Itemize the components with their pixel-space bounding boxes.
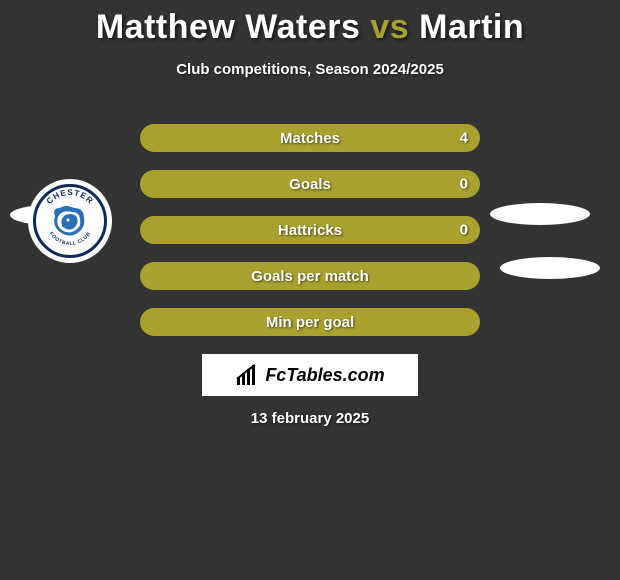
date-text: 13 february 2025	[0, 410, 620, 427]
brand-chart-icon	[235, 363, 259, 387]
stat-row: Hattricks 0	[140, 216, 480, 244]
stat-row: Matches 4	[140, 124, 480, 152]
oval-right-2	[500, 257, 600, 279]
stat-label: Min per goal	[266, 314, 354, 331]
club-badge: CHESTER FOOTBALL CLUB	[28, 179, 112, 263]
stat-label: Goals per match	[251, 268, 369, 285]
brand-box: FcTables.com	[202, 354, 418, 396]
stats-bars: Matches 4 Goals 0 Hattricks 0 Goals per match M…	[140, 124, 480, 354]
stat-value-right: 4	[460, 130, 468, 147]
club-crest-icon: CHESTER FOOTBALL CLUB	[36, 187, 104, 255]
stat-value-right: 0	[460, 176, 468, 193]
stat-row: Min per goal	[140, 308, 480, 336]
subtitle: Club competitions, Season 2024/2025	[0, 61, 620, 78]
vs-text: vs	[370, 8, 409, 46]
player1-name: Matthew Waters	[96, 8, 361, 46]
stat-label: Matches	[280, 130, 340, 147]
stat-label: Goals	[289, 176, 331, 193]
comparison-title: Matthew Waters vs Martin	[0, 0, 620, 47]
stat-label: Hattricks	[278, 222, 342, 239]
stat-value-right: 0	[460, 222, 468, 239]
club-badge-inner: CHESTER FOOTBALL CLUB	[33, 184, 107, 258]
player2-name: Martin	[419, 8, 524, 46]
stat-row: Goals 0	[140, 170, 480, 198]
oval-right-1	[490, 203, 590, 225]
stat-row: Goals per match	[140, 262, 480, 290]
brand-text: FcTables.com	[265, 365, 384, 386]
